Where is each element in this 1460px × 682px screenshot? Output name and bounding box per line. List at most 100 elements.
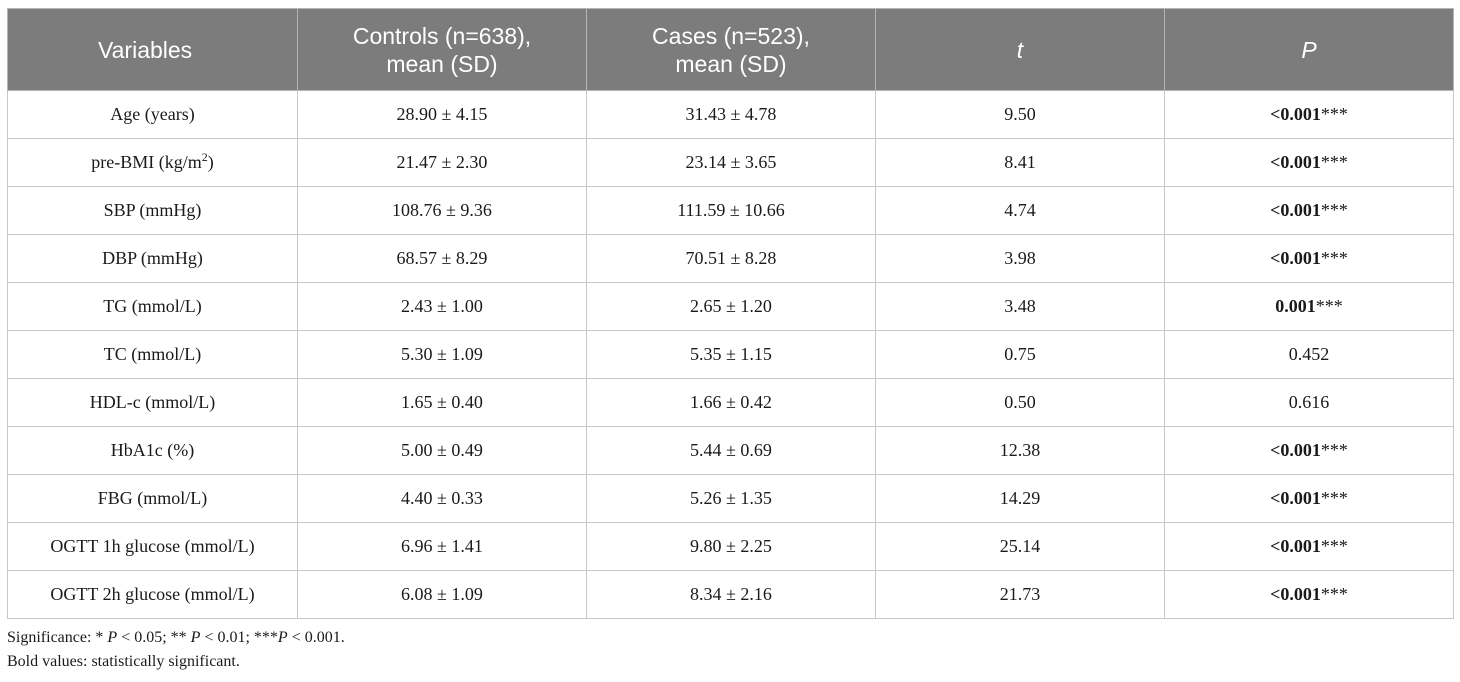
cell-variable: SBP (mmHg) — [7, 186, 298, 235]
variable-suffix: ) — [207, 152, 214, 172]
variable-label: DBP (mmHg) — [102, 248, 203, 268]
table-row: TG (mmol/L) 2.43 ± 1.00 2.65 ± 1.20 3.48 0.0… — [7, 282, 1454, 331]
table-row: HDL-c (mmol/L) 1.65 ± 0.40 1.66 ± 0.42 0.50… — [7, 378, 1454, 427]
significance-stars: *** — [1320, 488, 1348, 508]
cell-cases: 2.65 ± 1.20 — [586, 282, 876, 331]
table-row: DBP (mmHg) 68.57 ± 8.29 70.51 ± 8.28 3.98 <0… — [7, 234, 1454, 283]
table-body: Age (years) 28.90 ± 4.15 31.43 ± 4.78 9.50 <… — [7, 90, 1454, 619]
p-value: 0.452 — [1288, 344, 1330, 364]
data-table: Variables Controls (n=638), mean (SD) Cas… — [7, 8, 1454, 619]
significance-stars: *** — [1320, 536, 1348, 556]
significance-stars: *** — [1320, 440, 1348, 460]
table-notes: Significance: * P < 0.05; ** P < 0.01; *… — [7, 626, 345, 674]
p-value: 0.001 — [1275, 296, 1316, 316]
p-value: <0.001 — [1270, 200, 1321, 220]
cell-cases: 111.59 ± 10.66 — [586, 186, 876, 235]
cell-controls: 4.40 ± 0.33 — [297, 474, 587, 523]
header-controls: Controls (n=638), mean (SD) — [297, 8, 587, 91]
cell-p: 0.001*** — [1164, 282, 1454, 331]
cell-t: 3.98 — [875, 234, 1165, 283]
significance-p3: P — [277, 629, 288, 646]
variable-label: OGTT 2h glucose (mmol/L) — [50, 584, 255, 604]
cell-p: <0.001*** — [1164, 426, 1454, 475]
significance-p1: P — [107, 629, 118, 646]
variable-label: pre-BMI (kg/m — [91, 152, 202, 172]
p-value: <0.001 — [1270, 152, 1321, 172]
cell-controls: 1.65 ± 0.40 — [297, 378, 587, 427]
cell-t: 12.38 — [875, 426, 1165, 475]
header-p: P — [1164, 8, 1454, 91]
cell-p: <0.001*** — [1164, 570, 1454, 619]
cell-controls: 108.76 ± 9.36 — [297, 186, 587, 235]
cell-variable: OGTT 1h glucose (mmol/L) — [7, 522, 298, 571]
cell-variable: HDL-c (mmol/L) — [7, 378, 298, 427]
significance-p2: P — [190, 629, 201, 646]
cell-t: 25.14 — [875, 522, 1165, 571]
variable-label: Age (years) — [110, 104, 195, 124]
cell-p: <0.001*** — [1164, 234, 1454, 283]
cell-t: 8.41 — [875, 138, 1165, 187]
p-value: <0.001 — [1270, 104, 1321, 124]
cell-controls: 6.08 ± 1.09 — [297, 570, 587, 619]
cell-t: 9.50 — [875, 90, 1165, 139]
cell-p: 0.616 — [1164, 378, 1454, 427]
variable-label: FBG (mmol/L) — [97, 488, 208, 508]
significance-stars: *** — [1320, 584, 1348, 604]
cell-t: 4.74 — [875, 186, 1165, 235]
cell-cases: 31.43 ± 4.78 — [586, 90, 876, 139]
header-cases-line1: Cases (n=523), — [652, 22, 810, 49]
cell-variable: Age (years) — [7, 90, 298, 139]
cell-t: 21.73 — [875, 570, 1165, 619]
header-cases-line2: mean (SD) — [675, 50, 787, 77]
header-variables: Variables — [7, 8, 298, 91]
cell-cases: 5.35 ± 1.15 — [586, 330, 876, 379]
significance-stars: *** — [1320, 152, 1348, 172]
header-p-label: P — [1301, 36, 1317, 63]
p-value: <0.001 — [1270, 248, 1321, 268]
table-header: Variables Controls (n=638), mean (SD) Cas… — [7, 8, 1454, 91]
cell-t: 3.48 — [875, 282, 1165, 331]
header-t: t — [875, 8, 1165, 91]
header-controls-line2: mean (SD) — [386, 50, 498, 77]
cell-t: 0.75 — [875, 330, 1165, 379]
cell-p: <0.001*** — [1164, 522, 1454, 571]
table-row: HbA1c (%) 5.00 ± 0.49 5.44 ± 0.69 12.38 <0.0… — [7, 426, 1454, 475]
p-value: <0.001 — [1270, 440, 1321, 460]
cell-cases: 70.51 ± 8.28 — [586, 234, 876, 283]
variable-label: TG (mmol/L) — [103, 296, 202, 316]
cell-cases: 1.66 ± 0.42 — [586, 378, 876, 427]
significance-stars: *** — [1320, 104, 1348, 124]
table-row: OGTT 1h glucose (mmol/L) 6.96 ± 1.41 9.80 … — [7, 522, 1454, 571]
cell-p: 0.452 — [1164, 330, 1454, 379]
table-row: OGTT 2h glucose (mmol/L) 6.08 ± 1.09 8.34 … — [7, 570, 1454, 619]
p-value: <0.001 — [1270, 536, 1321, 556]
variable-label: HbA1c (%) — [110, 440, 195, 460]
header-t-label: t — [1016, 36, 1024, 63]
variable-superscript: 2 — [201, 150, 208, 164]
significance-stars: *** — [1320, 200, 1348, 220]
cell-cases: 9.80 ± 2.25 — [586, 522, 876, 571]
cell-variable: HbA1c (%) — [7, 426, 298, 475]
significance-stars: *** — [1320, 248, 1348, 268]
bold-note: Bold values: statistically significant. — [7, 653, 240, 670]
p-value: <0.001 — [1270, 488, 1321, 508]
p-value: <0.001 — [1270, 584, 1321, 604]
table-row: Age (years) 28.90 ± 4.15 31.43 ± 4.78 9.50 <… — [7, 90, 1454, 139]
variable-label: HDL-c (mmol/L) — [89, 392, 216, 412]
cell-controls: 6.96 ± 1.41 — [297, 522, 587, 571]
cell-controls: 68.57 ± 8.29 — [297, 234, 587, 283]
significance-stars: *** — [1315, 296, 1343, 316]
p-value: 0.616 — [1288, 392, 1330, 412]
cell-cases: 5.44 ± 0.69 — [586, 426, 876, 475]
significance-t1: < 0.05; ** — [117, 629, 191, 646]
cell-controls: 21.47 ± 2.30 — [297, 138, 587, 187]
cell-t: 14.29 — [875, 474, 1165, 523]
table-row: FBG (mmol/L) 4.40 ± 0.33 5.26 ± 1.35 14.29 <… — [7, 474, 1454, 523]
variable-label: OGTT 1h glucose (mmol/L) — [50, 536, 255, 556]
header-controls-line1: Controls (n=638), — [352, 22, 532, 49]
cell-cases: 23.14 ± 3.65 — [586, 138, 876, 187]
cell-variable: OGTT 2h glucose (mmol/L) — [7, 570, 298, 619]
table-row: pre-BMI (kg/m2) 21.47 ± 2.30 23.14 ± 3.65 8… — [7, 138, 1454, 187]
significance-note: Significance: * P < 0.05; ** P < 0.01; *… — [7, 626, 345, 650]
cell-controls: 28.90 ± 4.15 — [297, 90, 587, 139]
